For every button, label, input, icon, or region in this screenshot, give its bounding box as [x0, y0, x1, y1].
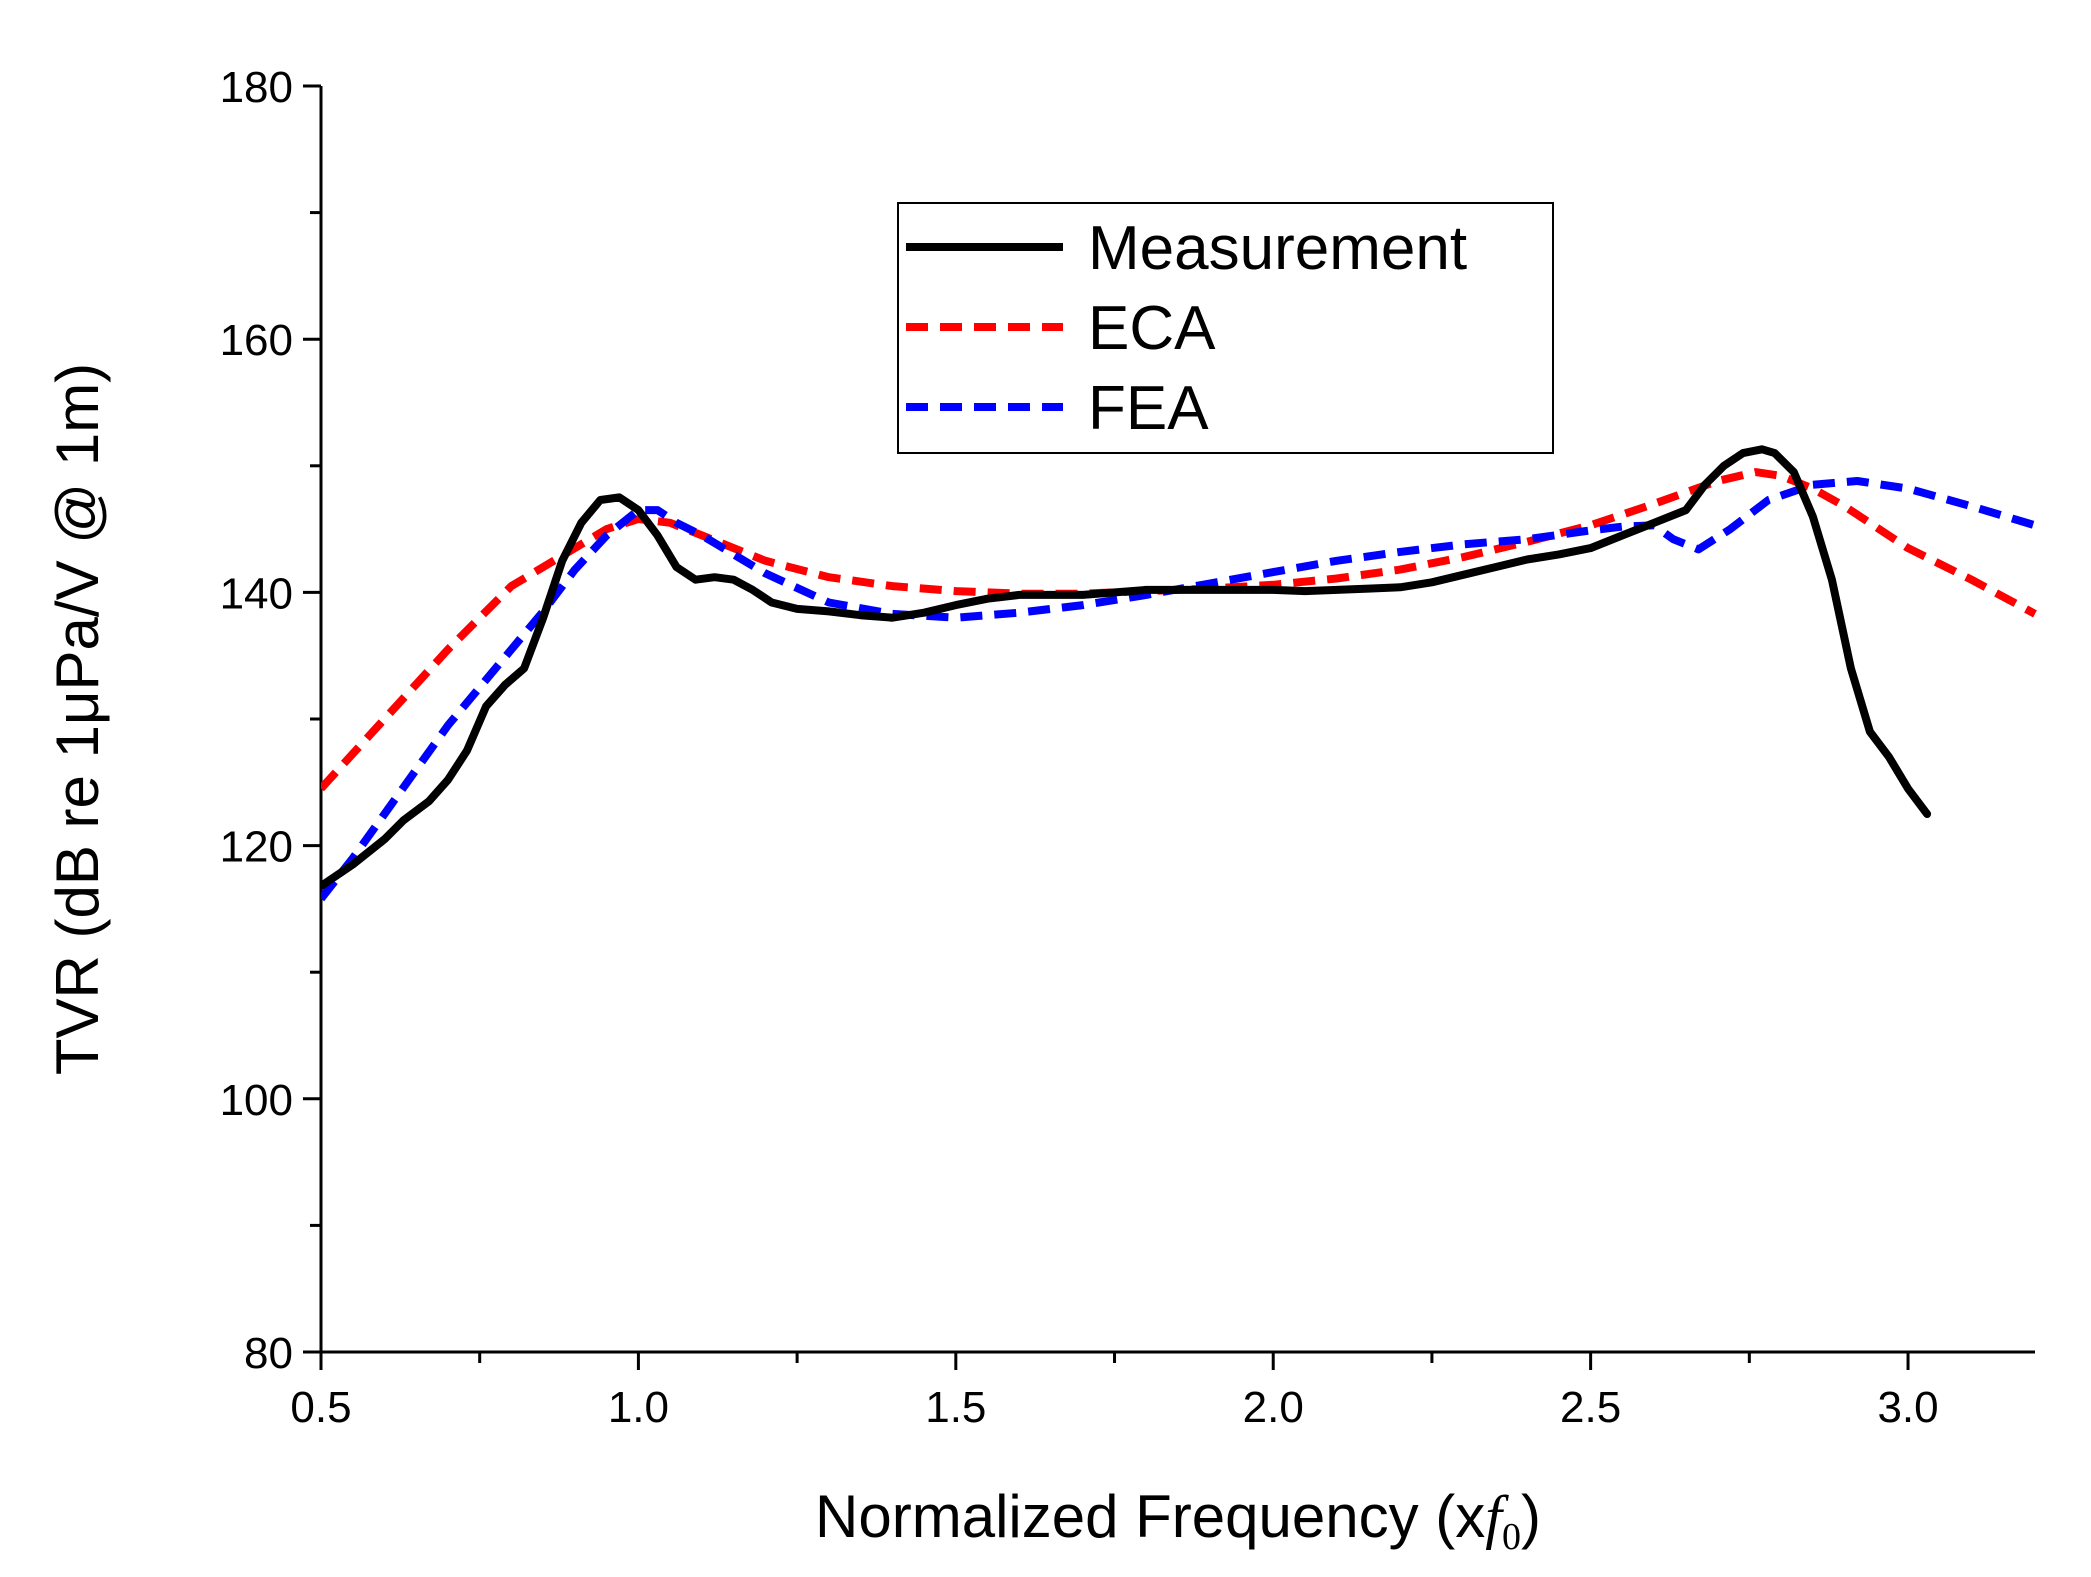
y-axis-title: TVR (dB re 1μPa/V @ 1m)	[44, 363, 111, 1075]
series-line-eca	[321, 468, 2037, 792]
y-tick-label: 180	[220, 63, 293, 112]
x-tick-label: 2.5	[1560, 1383, 1621, 1432]
y-tick-label: 160	[220, 316, 293, 365]
legend-label-fea: FEA	[1088, 374, 1209, 443]
x-tick-label: 1.0	[608, 1383, 669, 1432]
tick-labels: 80 100 120 140 160 180 0.5 1.0 1.5 2.0 2.5 3.0	[220, 63, 1939, 1432]
x-tick-label: 2.0	[1243, 1383, 1304, 1432]
x-tick-label: 1.5	[925, 1383, 986, 1432]
x-tick-label: 3.0	[1877, 1383, 1938, 1432]
x-axis-title: Normalized Frequency (xf0)	[815, 1483, 1541, 1558]
y-tick-label: 140	[220, 569, 293, 618]
x-axis-title-sub: 0	[1502, 1516, 1521, 1558]
legend: Measurement ECA FEA	[897, 202, 1554, 454]
y-tick-label: 120	[220, 823, 293, 872]
series-line-fea	[321, 477, 2037, 902]
legend-label-eca: ECA	[1088, 294, 1216, 363]
x-axis-title-suffix: )	[1521, 1483, 1541, 1550]
axis-ticks	[303, 84, 1910, 1370]
x-axis-title-prefix: Normalized Frequency (x	[815, 1483, 1485, 1550]
y-tick-label: 80	[244, 1329, 293, 1378]
series-line-measurement	[321, 445, 1932, 891]
y-tick-label: 100	[220, 1076, 293, 1125]
series-lines	[321, 445, 2037, 902]
x-tick-label: 0.5	[290, 1383, 351, 1432]
legend-label-measurement: Measurement	[1088, 214, 1467, 283]
